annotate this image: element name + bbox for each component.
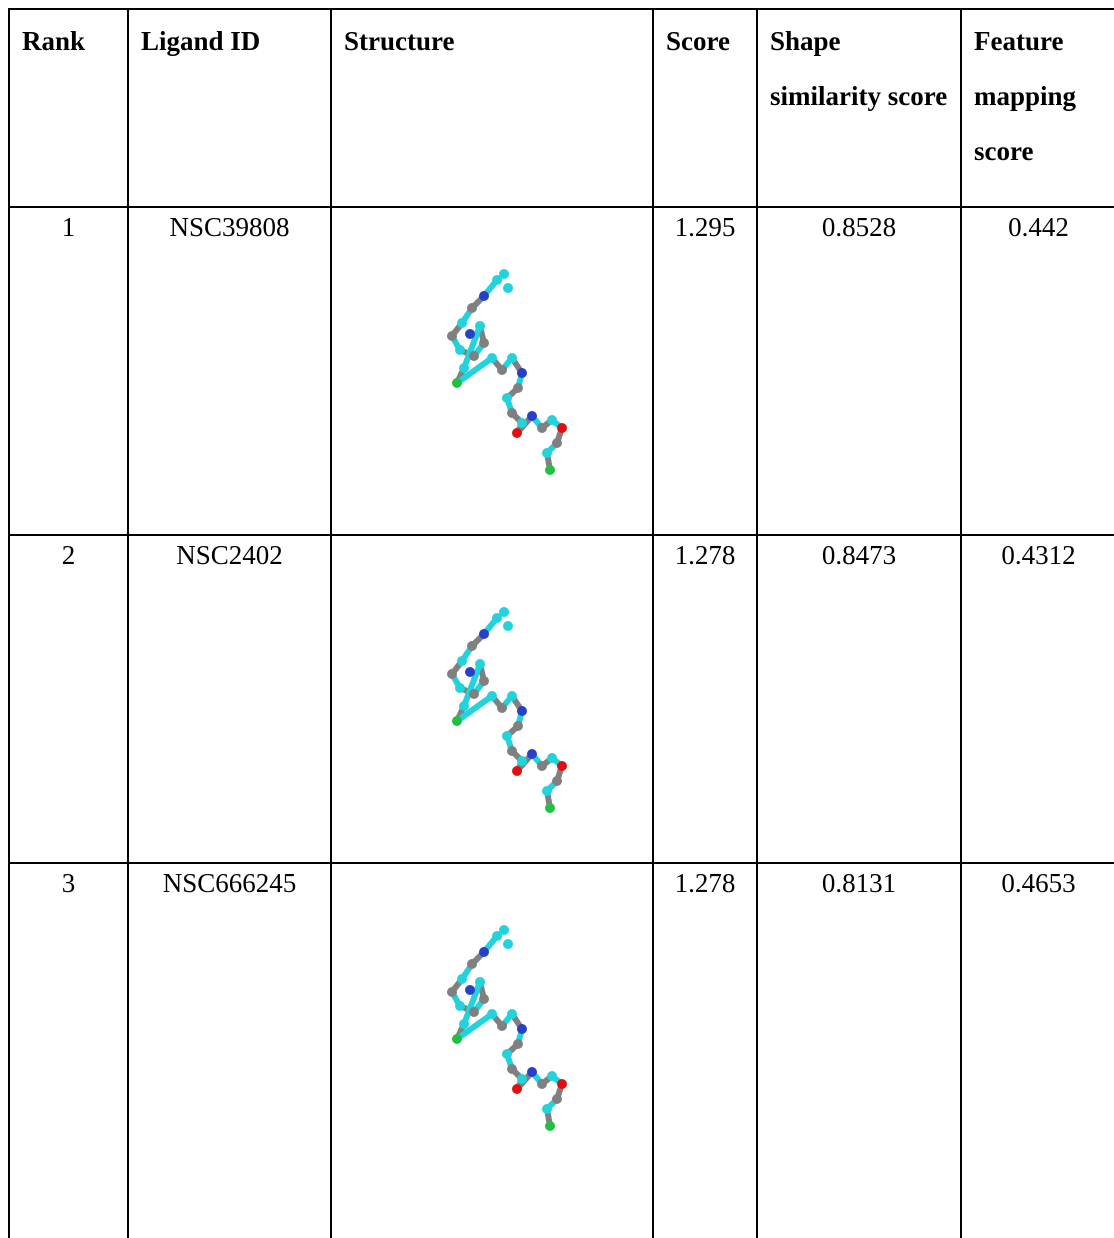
- structure-cell: [331, 863, 653, 1238]
- cell: 1.295: [653, 207, 757, 535]
- header-cell: Rank: [9, 9, 128, 207]
- cell: NSC2402: [128, 535, 331, 863]
- molecule-structure: [332, 536, 652, 856]
- cell: 1.278: [653, 535, 757, 863]
- header-cell: Score: [653, 9, 757, 207]
- header-cell: Feature mapping score: [961, 9, 1114, 207]
- molecule-structure: [332, 864, 652, 1184]
- page: RankLigand IDStructureScoreShape similar…: [0, 0, 1114, 1234]
- cell: 1: [9, 207, 128, 535]
- cell: 0.8473: [757, 535, 961, 863]
- cell: 0.4653: [961, 863, 1114, 1238]
- header-cell: Structure: [331, 9, 653, 207]
- cell: 0.8131: [757, 863, 961, 1238]
- cell: 3: [9, 863, 128, 1238]
- cell: NSC666245: [128, 863, 331, 1238]
- header-cell: Shape similarity score: [757, 9, 961, 207]
- cell: 2: [9, 535, 128, 863]
- cell: 0.8528: [757, 207, 961, 535]
- cell: NSC39808: [128, 207, 331, 535]
- structure-cell: [331, 535, 653, 863]
- molecule-structure: [332, 208, 652, 528]
- structure-cell: [331, 207, 653, 535]
- cell: 1.278: [653, 863, 757, 1238]
- cell: 0.442: [961, 207, 1114, 535]
- cell: 0.4312: [961, 535, 1114, 863]
- header-cell: Ligand ID: [128, 9, 331, 207]
